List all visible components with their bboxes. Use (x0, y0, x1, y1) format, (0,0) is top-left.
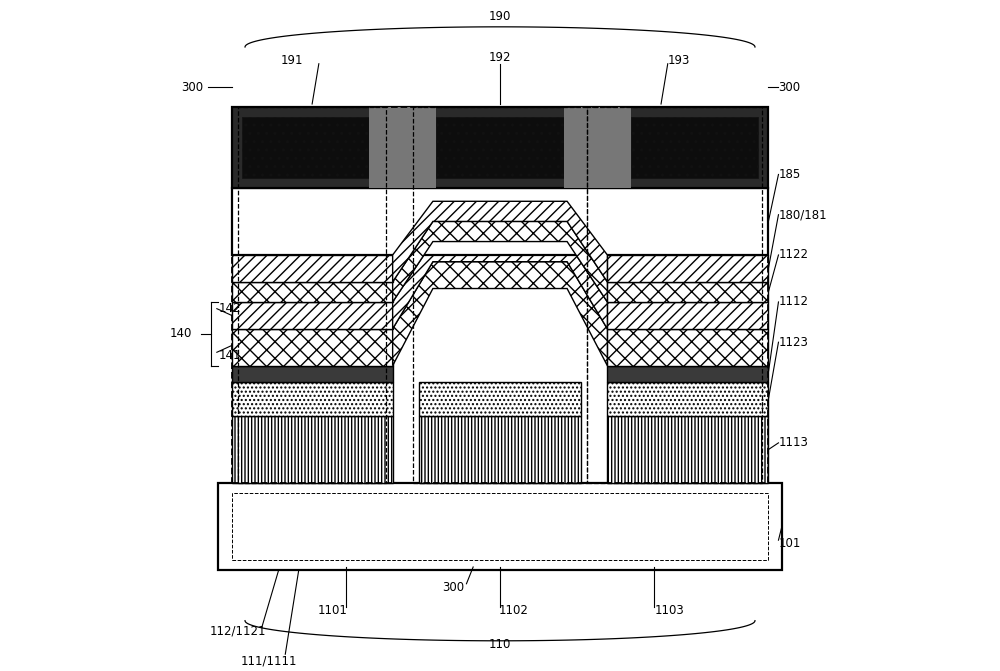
Text: 1122: 1122 (778, 248, 808, 262)
Bar (232, 107, 768, 188)
Text: 1113: 1113 (778, 436, 808, 450)
Bar (232, 366, 393, 382)
Text: 1101: 1101 (317, 604, 347, 617)
Polygon shape (232, 255, 393, 282)
Polygon shape (232, 329, 393, 366)
Bar (218, 483, 782, 570)
Text: 1102: 1102 (498, 604, 528, 617)
Polygon shape (393, 201, 607, 282)
Text: 142: 142 (218, 302, 241, 315)
Bar (238, 107, 386, 483)
Bar (631, 117, 758, 178)
Text: 300: 300 (442, 580, 464, 594)
Text: 101: 101 (778, 537, 801, 550)
Text: 110: 110 (489, 637, 511, 651)
Bar (419, 382, 581, 416)
Bar (413, 107, 587, 483)
Bar (232, 107, 768, 483)
Text: 300: 300 (778, 81, 801, 94)
Bar (607, 416, 768, 483)
Text: 190: 190 (489, 10, 511, 23)
Polygon shape (393, 262, 607, 366)
Bar (232, 493, 768, 560)
Bar (232, 382, 393, 416)
Text: 141: 141 (218, 349, 241, 362)
Polygon shape (607, 302, 768, 329)
Polygon shape (232, 282, 393, 302)
Bar (419, 416, 581, 483)
Bar (232, 416, 393, 483)
Bar (607, 382, 768, 416)
Bar (564, 107, 631, 188)
Bar (369, 107, 436, 188)
Text: 193: 193 (668, 54, 690, 67)
Text: 1103: 1103 (654, 604, 684, 617)
Text: 180/181: 180/181 (778, 208, 827, 221)
Polygon shape (607, 255, 768, 282)
Text: 1112: 1112 (778, 295, 808, 309)
Polygon shape (393, 221, 607, 302)
Text: 140: 140 (170, 327, 192, 340)
Text: 112/1121: 112/1121 (210, 624, 267, 637)
Polygon shape (607, 282, 768, 302)
Text: 191: 191 (281, 54, 303, 67)
Text: 185: 185 (778, 168, 801, 181)
Polygon shape (607, 329, 768, 366)
Bar (436, 117, 564, 178)
Bar (587, 107, 762, 483)
Text: 111/1111: 111/1111 (240, 654, 297, 668)
Text: 300: 300 (181, 81, 203, 94)
Text: 192: 192 (489, 50, 511, 64)
Polygon shape (393, 242, 607, 329)
Bar (242, 117, 369, 178)
Bar (232, 188, 768, 255)
Polygon shape (232, 302, 393, 329)
Bar (607, 366, 768, 382)
Text: 1123: 1123 (778, 336, 808, 349)
